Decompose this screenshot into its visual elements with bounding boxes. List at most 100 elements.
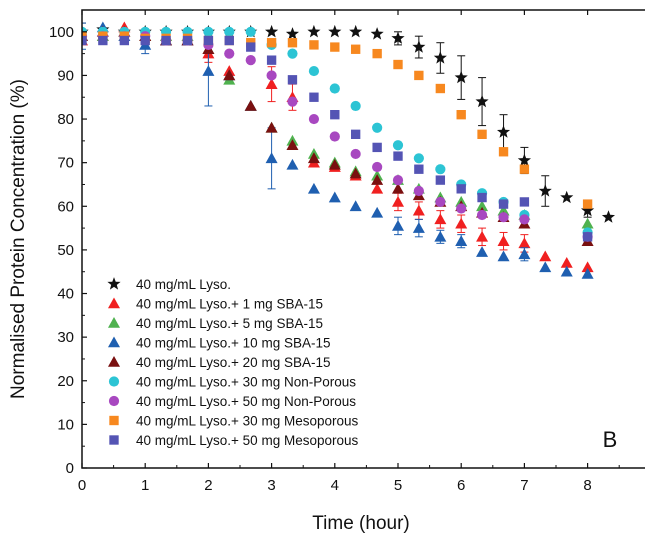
data-point xyxy=(119,35,130,46)
data-point xyxy=(476,246,489,257)
legend-label: 40 mg/mL Lyso.+ 20 mg SBA-15 xyxy=(136,355,330,370)
data-point xyxy=(307,24,321,38)
x-axis-title: Time (hour) xyxy=(312,513,409,534)
legend-entry: 40 mg/mL Lyso.+ 30 mg Mesoporous xyxy=(109,414,358,429)
data-point xyxy=(581,203,595,217)
series-group xyxy=(82,21,594,279)
series-group xyxy=(82,26,593,238)
data-point xyxy=(497,250,510,262)
x-tick-label: 5 xyxy=(394,477,402,494)
legend-label: 40 mg/mL Lyso.+ 30 mg Mesoporous xyxy=(136,414,358,429)
data-point xyxy=(286,158,299,170)
data-point xyxy=(539,261,552,273)
data-point xyxy=(498,199,509,209)
legend-marker xyxy=(108,356,120,367)
x-tick-label: 2 xyxy=(204,477,212,494)
data-point xyxy=(265,121,278,133)
data-point xyxy=(412,40,426,53)
data-markers-layer xyxy=(82,21,615,279)
data-point xyxy=(309,40,319,50)
axes-layer: 01234567890102030405060708090100 xyxy=(49,9,645,494)
y-tick-label: 70 xyxy=(57,155,74,172)
data-point xyxy=(581,217,594,229)
data-point xyxy=(224,48,235,59)
data-point xyxy=(392,195,404,207)
data-point xyxy=(433,51,447,64)
data-point xyxy=(455,217,468,229)
series-group xyxy=(82,22,615,223)
data-point xyxy=(349,200,362,212)
data-point xyxy=(245,55,256,66)
x-tick-label: 0 xyxy=(78,477,86,494)
legend-entry: 40 mg/mL Lyso.+ 30 mg Non-Porous xyxy=(108,375,356,390)
data-point xyxy=(498,212,509,223)
x-tick-label: 8 xyxy=(583,477,591,494)
data-point xyxy=(265,152,278,164)
data-point xyxy=(372,142,382,153)
legend-entry: 40 mg/mL Lyso.+ 5 mg SBA-15 xyxy=(108,316,323,331)
data-point xyxy=(350,129,361,139)
data-point xyxy=(82,35,87,46)
data-point xyxy=(182,35,193,46)
data-point xyxy=(203,26,214,37)
data-point xyxy=(140,35,150,46)
data-point xyxy=(371,174,384,185)
legend-label: 40 mg/mL Lyso.+ 1 mg SBA-15 xyxy=(136,297,323,312)
data-point xyxy=(518,237,531,249)
legend-marker xyxy=(108,376,120,387)
y-tick-label: 0 xyxy=(66,460,74,477)
data-point xyxy=(497,204,510,216)
data-point xyxy=(497,235,510,246)
legend-label: 40 mg/mL Lyso.+ 50 mg Mesoporous xyxy=(136,433,358,448)
data-point xyxy=(98,35,108,46)
data-point xyxy=(223,69,236,81)
data-point xyxy=(455,235,468,246)
data-point xyxy=(224,26,235,37)
series-group xyxy=(82,31,593,242)
data-point xyxy=(476,230,489,242)
data-point xyxy=(560,190,574,204)
y-tick-label: 80 xyxy=(57,111,74,128)
panel-label: B xyxy=(603,427,618,452)
data-point xyxy=(519,164,530,174)
data-point xyxy=(328,158,341,170)
data-point xyxy=(538,184,552,197)
data-point xyxy=(287,75,298,85)
legend-label: 40 mg/mL Lyso.+ 50 mg Non-Porous xyxy=(136,394,356,409)
legend-entry: 40 mg/mL Lyso.+ 20 mg SBA-15 xyxy=(108,355,330,370)
legend-marker xyxy=(108,317,120,328)
data-point xyxy=(349,167,362,179)
data-point xyxy=(497,125,511,138)
data-point xyxy=(371,182,384,194)
data-point xyxy=(582,199,593,209)
data-point xyxy=(517,153,531,167)
data-point xyxy=(581,261,594,273)
data-point xyxy=(392,219,404,231)
data-point xyxy=(287,96,298,107)
data-point xyxy=(246,42,256,52)
x-tick-label: 3 xyxy=(267,477,275,494)
data-point xyxy=(434,230,447,242)
x-tick-label: 4 xyxy=(331,477,339,494)
data-point xyxy=(329,131,340,142)
legend-marker xyxy=(108,297,120,309)
series-group xyxy=(82,21,594,273)
data-point xyxy=(266,38,277,48)
data-point xyxy=(498,147,509,157)
data-point xyxy=(350,44,361,54)
data-point xyxy=(350,148,361,160)
data-point xyxy=(266,70,277,81)
legend-label: 40 mg/mL Lyso.+ 5 mg SBA-15 xyxy=(136,316,323,331)
data-point xyxy=(435,164,446,175)
data-point xyxy=(372,48,382,59)
data-point xyxy=(435,175,446,185)
data-point xyxy=(477,192,487,203)
data-point xyxy=(413,185,424,197)
data-point xyxy=(456,203,467,214)
data-point xyxy=(434,213,447,225)
data-point xyxy=(349,24,363,38)
data-point xyxy=(371,206,384,218)
data-point xyxy=(202,65,215,76)
